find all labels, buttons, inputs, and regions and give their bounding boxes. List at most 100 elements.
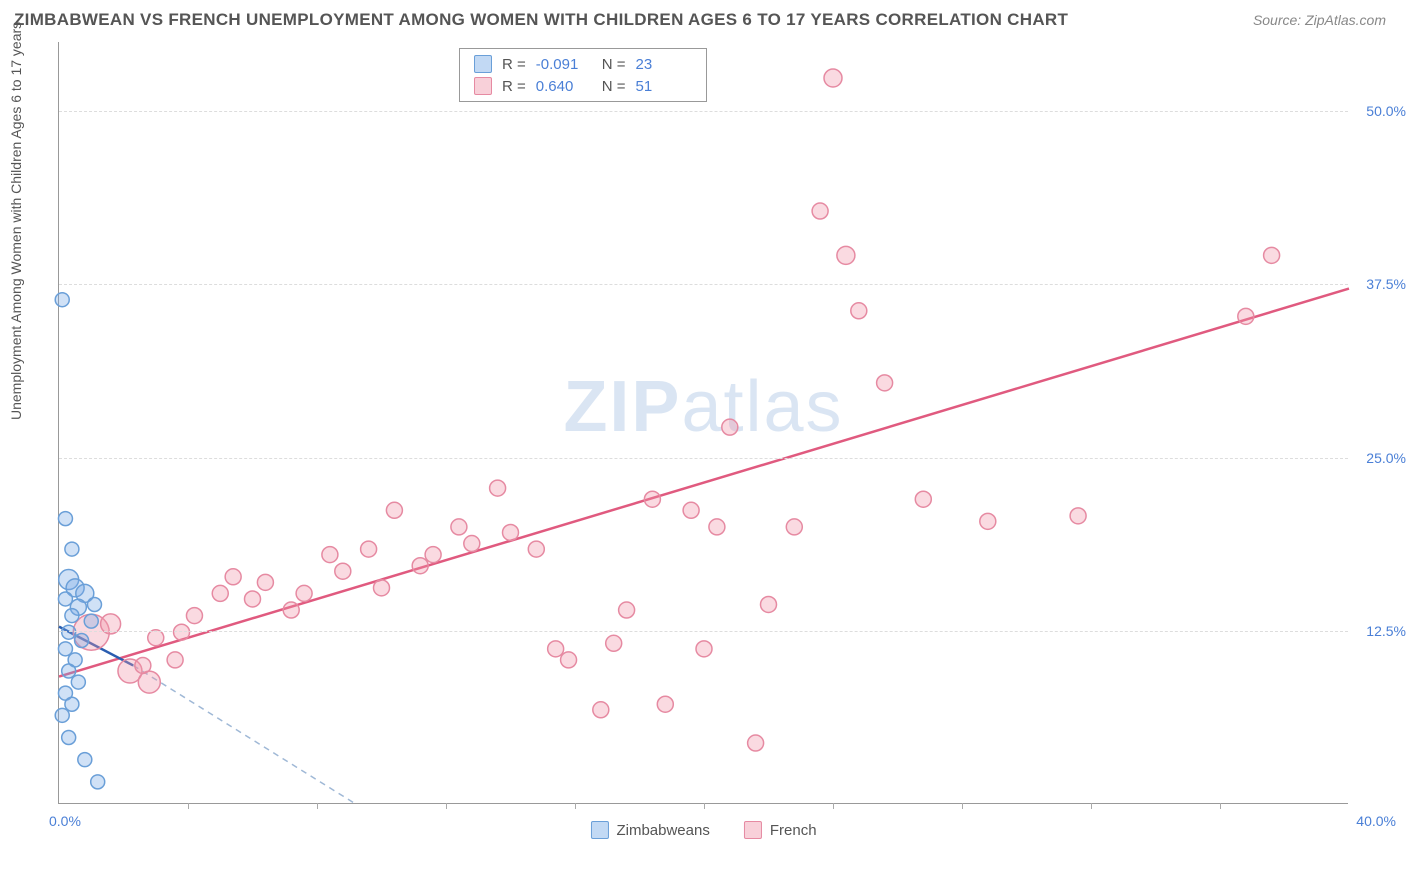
legend-item: French	[744, 821, 817, 839]
point-pink	[361, 541, 377, 557]
point-pink	[548, 641, 564, 657]
point-pink	[451, 519, 467, 535]
y-tick-label: 25.0%	[1366, 450, 1406, 466]
point-pink	[561, 652, 577, 668]
y-tick-label: 12.5%	[1366, 623, 1406, 639]
point-pink	[877, 375, 893, 391]
point-pink	[528, 541, 544, 557]
point-pink	[464, 536, 480, 552]
x-tick	[833, 803, 834, 809]
x-tick	[1091, 803, 1092, 809]
gridline-h	[59, 284, 1348, 285]
x-tick	[317, 803, 318, 809]
point-pink	[296, 585, 312, 601]
r-label: R =	[502, 78, 526, 95]
point-pink	[593, 702, 609, 718]
point-pink	[138, 671, 160, 693]
stats-legend-row: R = -0.091 N = 23	[460, 53, 706, 75]
x-tick	[188, 803, 189, 809]
point-pink	[374, 580, 390, 596]
y-tick-label: 37.5%	[1366, 276, 1406, 292]
point-pink	[980, 513, 996, 529]
point-pink	[283, 602, 299, 618]
x-tick	[962, 803, 963, 809]
source-label: Source: ZipAtlas.com	[1253, 12, 1386, 28]
n-label: N =	[602, 78, 626, 95]
point-blue	[58, 512, 72, 526]
point-pink	[386, 502, 402, 518]
x-end-tick-label: 40.0%	[1356, 813, 1396, 829]
point-blue	[65, 697, 79, 711]
r-label: R =	[502, 56, 526, 73]
y-axis-label: Unemployment Among Women with Children A…	[8, 22, 24, 420]
point-pink	[786, 519, 802, 535]
x-origin-tick-label: 0.0%	[49, 813, 81, 829]
x-tick	[575, 803, 576, 809]
point-pink	[322, 547, 338, 563]
x-tick	[1220, 803, 1221, 809]
point-blue	[78, 753, 92, 767]
point-pink	[748, 735, 764, 751]
point-pink	[174, 624, 190, 640]
point-pink	[135, 657, 151, 673]
point-blue	[65, 542, 79, 556]
point-pink	[257, 574, 273, 590]
point-pink	[915, 491, 931, 507]
point-pink	[709, 519, 725, 535]
r-value: -0.091	[536, 56, 592, 73]
point-blue	[55, 293, 69, 307]
point-pink	[619, 602, 635, 618]
legend-item: Zimbabweans	[590, 821, 709, 839]
point-pink	[503, 524, 519, 540]
trendline-pink	[59, 289, 1349, 677]
point-pink	[212, 585, 228, 601]
point-blue	[62, 730, 76, 744]
gridline-h	[59, 631, 1348, 632]
chart-title: ZIMBABWEAN VS FRENCH UNEMPLOYMENT AMONG …	[14, 10, 1068, 30]
stats-legend-row: R = 0.640 N = 51	[460, 75, 706, 97]
n-value: 23	[636, 56, 692, 73]
y-tick-label: 50.0%	[1366, 103, 1406, 119]
point-pink	[851, 303, 867, 319]
n-label: N =	[602, 56, 626, 73]
point-blue	[55, 708, 69, 722]
point-pink	[425, 547, 441, 563]
scatter-svg	[59, 42, 1348, 803]
point-pink	[1070, 508, 1086, 524]
legend-label: French	[770, 822, 817, 839]
trendline-blue-dashed	[133, 665, 356, 804]
point-pink	[1238, 308, 1254, 324]
legend-swatch-blue	[474, 55, 492, 73]
point-pink	[837, 246, 855, 264]
point-pink	[644, 491, 660, 507]
point-blue	[75, 634, 89, 648]
n-value: 51	[636, 78, 692, 95]
chart-plot-area: ZIPatlas R = -0.091 N = 23 R = 0.640 N =…	[58, 42, 1348, 804]
point-pink	[335, 563, 351, 579]
point-pink	[683, 502, 699, 518]
point-pink	[824, 69, 842, 87]
point-pink	[812, 203, 828, 219]
legend-swatch-pink	[744, 821, 762, 839]
point-blue	[84, 614, 98, 628]
legend-swatch-blue	[590, 821, 608, 839]
gridline-h	[59, 458, 1348, 459]
r-value: 0.640	[536, 78, 592, 95]
point-blue	[58, 642, 72, 656]
point-pink	[722, 419, 738, 435]
point-pink	[606, 635, 622, 651]
point-blue	[62, 664, 76, 678]
point-pink	[1264, 247, 1280, 263]
stats-legend-box: R = -0.091 N = 23 R = 0.640 N = 51	[459, 48, 707, 102]
legend-label: Zimbabweans	[616, 822, 709, 839]
point-pink	[245, 591, 261, 607]
point-blue	[71, 675, 85, 689]
x-tick	[446, 803, 447, 809]
gridline-h	[59, 111, 1348, 112]
point-pink	[148, 630, 164, 646]
point-pink	[186, 608, 202, 624]
point-blue	[65, 609, 79, 623]
series-legend: Zimbabweans French	[590, 821, 816, 839]
point-pink	[412, 558, 428, 574]
legend-swatch-pink	[474, 77, 492, 95]
